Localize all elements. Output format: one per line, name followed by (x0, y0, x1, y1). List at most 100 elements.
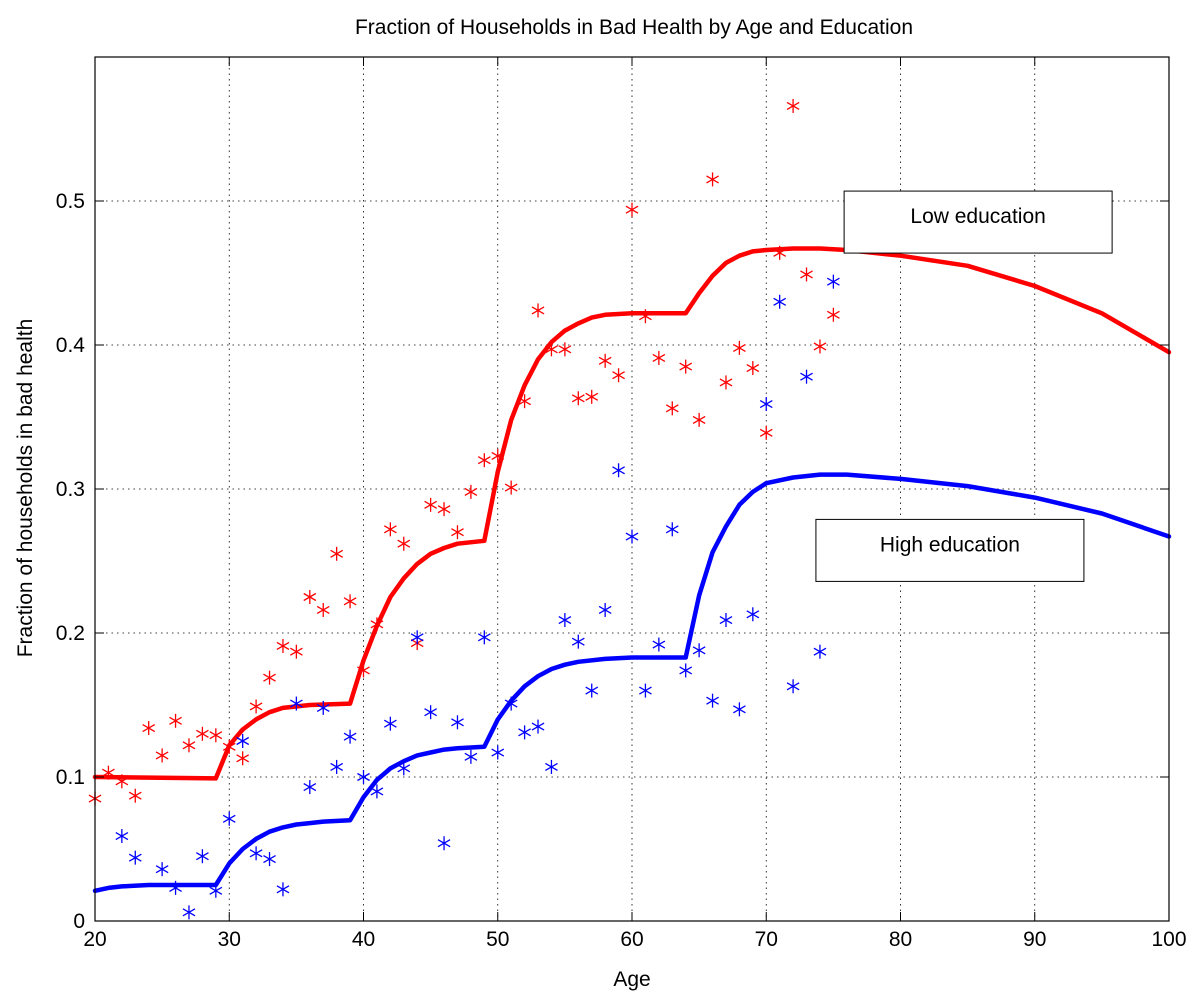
data-point (236, 734, 250, 748)
point-stroke (759, 428, 773, 437)
data-point (222, 811, 236, 826)
point-stroke (786, 682, 800, 691)
data-point (289, 644, 303, 659)
point-stroke (706, 175, 719, 184)
data-point (410, 630, 424, 645)
point-stroke (115, 777, 129, 786)
data-point (222, 739, 236, 754)
point-stroke (263, 855, 276, 864)
point-stroke (733, 343, 746, 352)
point-stroke (813, 342, 827, 351)
data-point (719, 613, 733, 628)
point-stroke (303, 592, 317, 602)
data-point (437, 836, 451, 851)
point-stroke (370, 620, 384, 629)
data-point (303, 780, 317, 795)
point-stroke (759, 399, 773, 409)
point-stroke (424, 708, 438, 717)
point-stroke (209, 886, 223, 895)
data-point (437, 502, 451, 517)
point-stroke (222, 742, 236, 751)
data-point (491, 745, 505, 760)
data-point (169, 880, 182, 895)
point-stroke (477, 456, 491, 465)
axis-ticks: 20 30 40 50 60 70 80 90 100 0 0.1 0.2 0.3 0.4 0.5 (56, 57, 1187, 951)
point-stroke (155, 865, 169, 874)
series-line (92, 246, 1172, 781)
y-tick-label: 0.2 (56, 622, 85, 645)
point-stroke (276, 641, 290, 651)
point-stroke (826, 310, 840, 319)
data-point (571, 634, 585, 649)
data-point (263, 670, 276, 685)
point-stroke (437, 839, 451, 848)
data-point (733, 340, 746, 355)
point-stroke (209, 731, 223, 740)
point-stroke (196, 852, 209, 861)
point-stroke (289, 647, 303, 656)
data-point (652, 350, 666, 365)
point-stroke (370, 787, 384, 796)
data-point (209, 883, 223, 898)
data-point (357, 663, 370, 678)
data-point (263, 852, 276, 867)
data-point (612, 368, 625, 383)
data-point (169, 713, 182, 728)
x-tick-label: 60 (620, 928, 643, 951)
point-stroke (316, 605, 330, 615)
data-point (679, 359, 693, 374)
data-point (504, 480, 518, 495)
data-point (558, 613, 572, 628)
point-stroke (504, 483, 518, 492)
point-stroke (477, 633, 491, 642)
data-point (343, 594, 357, 609)
point-stroke (558, 345, 572, 354)
data-point (128, 788, 142, 803)
point-stroke (598, 356, 612, 365)
data-point (343, 729, 357, 744)
data-point (531, 719, 545, 734)
point-stroke (330, 549, 344, 558)
point-stroke (571, 394, 585, 403)
point-stroke (746, 363, 760, 373)
point-stroke (746, 610, 760, 619)
x-tick-label: 40 (352, 928, 375, 951)
y-tick-label: 0 (73, 910, 85, 933)
point-stroke (800, 372, 813, 381)
point-stroke (531, 722, 545, 731)
point-stroke (397, 539, 411, 548)
data-point (826, 307, 840, 322)
data-point (706, 693, 719, 708)
point-stroke (182, 741, 196, 750)
data-point (316, 700, 330, 715)
point-stroke (773, 297, 787, 306)
data-point (773, 294, 787, 309)
point-stroke (612, 371, 625, 380)
point-stroke (464, 752, 478, 761)
data-point (236, 751, 250, 766)
data-point (451, 525, 464, 540)
point-stroke (128, 853, 142, 862)
data-point (518, 725, 531, 740)
data-point (639, 683, 652, 698)
data-point (397, 536, 411, 551)
data-point (665, 401, 679, 416)
data-point (115, 774, 129, 789)
data-point (558, 342, 572, 357)
data-point (692, 412, 706, 427)
point-stroke (437, 505, 451, 514)
point-stroke (531, 306, 545, 315)
data-point (330, 759, 344, 774)
x-tick-label: 50 (486, 928, 509, 951)
point-stroke (222, 814, 236, 823)
scatter-points-layer (88, 98, 840, 920)
point-stroke (639, 312, 652, 321)
series-line (92, 472, 1172, 894)
point-stroke (276, 885, 290, 894)
point-stroke (786, 101, 800, 111)
data-point (679, 663, 693, 678)
data-point (504, 696, 518, 711)
data-point (424, 497, 438, 512)
